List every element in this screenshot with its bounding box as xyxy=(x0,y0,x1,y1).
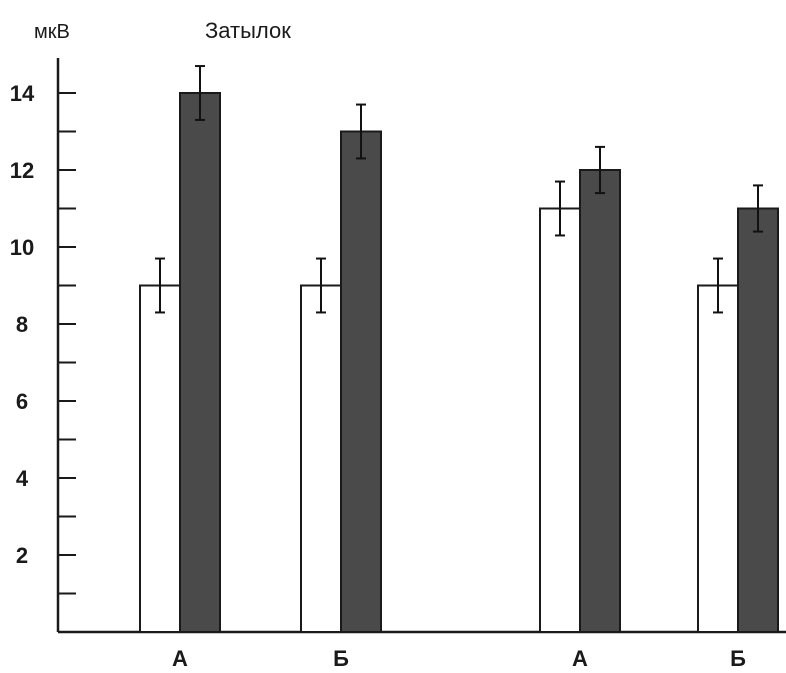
y-axis-unit-label: мкВ xyxy=(34,21,70,43)
y-tick-label-14: 14 xyxy=(10,81,35,106)
y-tick-label-6: 6 xyxy=(16,389,28,414)
y-tick-label-4: 4 xyxy=(16,466,29,491)
y-tick-label-12: 12 xyxy=(10,158,34,183)
x-tick-label-1: Б xyxy=(333,646,349,671)
y-tick-label-2: 2 xyxy=(16,543,28,568)
chart-title: Затылок xyxy=(205,18,291,43)
bar-open-3 xyxy=(697,284,739,633)
y-tick-label-10: 10 xyxy=(10,235,34,260)
bar-dark-3 xyxy=(737,207,779,633)
axes: 2 4 6 8 10 12 14 xyxy=(10,58,786,634)
y-tick-label-8: 8 xyxy=(16,312,28,337)
x-tick-label-2: А xyxy=(572,646,588,671)
bar-open-0 xyxy=(139,284,181,633)
bar-dark-1 xyxy=(340,130,382,633)
error-bars xyxy=(155,65,763,314)
bar-open-2 xyxy=(539,207,581,633)
bars xyxy=(139,92,779,633)
x-tick-label-3: Б xyxy=(730,646,746,671)
bar-open-1 xyxy=(300,284,342,633)
bar-dark-2 xyxy=(579,169,621,633)
x-tick-label-0: А xyxy=(172,646,188,671)
bar-dark-0 xyxy=(179,92,221,633)
